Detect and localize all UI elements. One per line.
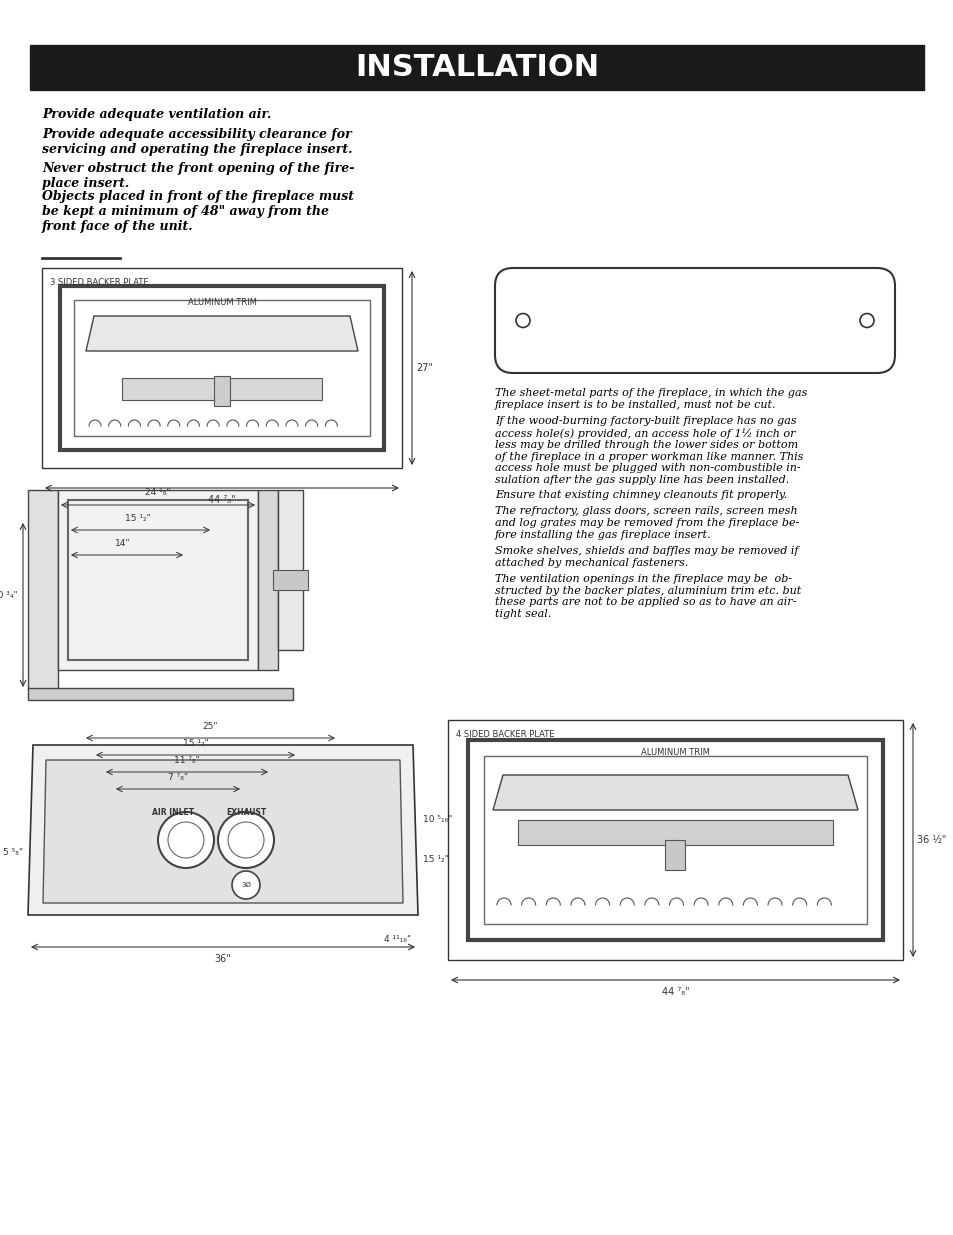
- Polygon shape: [493, 776, 857, 810]
- Text: 44 ⁷₈": 44 ⁷₈": [208, 495, 235, 505]
- Bar: [277, 490, 303, 650]
- Text: 25": 25": [203, 722, 218, 731]
- Text: ALUMINUM TRIM: ALUMINUM TRIM: [639, 748, 709, 757]
- Text: 36": 36": [214, 953, 232, 965]
- Bar: [28, 688, 293, 700]
- Text: Smoke shelves, shields and baffles may be removed if
attached by mechanical fast: Smoke shelves, shields and baffles may b…: [495, 546, 798, 568]
- Bar: [68, 500, 248, 659]
- Text: Objects placed in front of the fireplace must
be kept a minimum of 48" away from: Objects placed in front of the fireplace…: [42, 190, 354, 233]
- Polygon shape: [28, 745, 417, 915]
- Text: 10 ⁵₁₆": 10 ⁵₁₆": [422, 815, 452, 825]
- Bar: [664, 840, 684, 869]
- Text: EXHAUST: EXHAUST: [226, 808, 266, 818]
- Text: If the wood-burning factory-built fireplace has no gas
access hole(s) provided, : If the wood-burning factory-built firepl…: [495, 416, 802, 485]
- Bar: [28, 490, 58, 690]
- Bar: [468, 740, 882, 940]
- Bar: [517, 820, 832, 845]
- Circle shape: [158, 811, 213, 868]
- Bar: [42, 268, 401, 468]
- Text: 4 ¹¹₁₆": 4 ¹¹₁₆": [384, 935, 411, 944]
- Bar: [58, 490, 257, 671]
- Text: 3 SIDED BACKER PLATE: 3 SIDED BACKER PLATE: [50, 278, 149, 287]
- Text: 3Ø: 3Ø: [241, 882, 251, 888]
- Text: 14": 14": [115, 538, 131, 548]
- Text: 11 ⁷₈": 11 ⁷₈": [174, 756, 200, 764]
- Text: 5 ⁵₈": 5 ⁵₈": [3, 848, 23, 857]
- Text: The sheet-metal parts of the fireplace, in which the gas
fireplace insert is to : The sheet-metal parts of the fireplace, …: [495, 388, 806, 410]
- Bar: [257, 490, 277, 671]
- Bar: [122, 378, 322, 400]
- Polygon shape: [86, 316, 357, 351]
- Bar: [483, 756, 866, 924]
- Bar: [30, 44, 923, 90]
- Text: AIR INLET: AIR INLET: [152, 808, 193, 818]
- Bar: [60, 287, 384, 450]
- Text: INSTALLATION: INSTALLATION: [355, 53, 598, 82]
- Text: 44 ⁷₈": 44 ⁷₈": [661, 987, 689, 997]
- Circle shape: [218, 811, 274, 868]
- Text: 7 ⁷₈": 7 ⁷₈": [168, 773, 188, 782]
- Text: Provide adequate accessibility clearance for
servicing and operating the firepla: Provide adequate accessibility clearance…: [42, 128, 352, 156]
- Text: 15 ¹₂": 15 ¹₂": [422, 856, 448, 864]
- Circle shape: [232, 871, 260, 899]
- Text: 4 SIDED BACKER PLATE: 4 SIDED BACKER PLATE: [456, 730, 554, 739]
- Text: Ensure that existing chimney cleanouts fit properly.: Ensure that existing chimney cleanouts f…: [495, 490, 786, 500]
- Text: 24 ¹₈": 24 ¹₈": [145, 488, 171, 496]
- Text: 15 ¹₂": 15 ¹₂": [125, 514, 151, 522]
- Text: 20 ³₄": 20 ³₄": [0, 590, 18, 599]
- Text: 27": 27": [416, 363, 433, 373]
- Text: 36 ½": 36 ½": [916, 835, 945, 845]
- Bar: [273, 571, 308, 590]
- Text: 15 ¹₂": 15 ¹₂": [182, 739, 208, 748]
- Text: Provide adequate ventilation air.: Provide adequate ventilation air.: [42, 107, 271, 121]
- Text: ALUMINUM TRIM: ALUMINUM TRIM: [188, 298, 256, 308]
- Text: The ventilation openings in the fireplace may be  ob-
structed by the backer pla: The ventilation openings in the fireplac…: [495, 574, 801, 619]
- Text: The refractory, glass doors, screen rails, screen mesh
and log grates may be rem: The refractory, glass doors, screen rail…: [495, 506, 799, 540]
- Text: Never obstruct the front opening of the fire-
place insert.: Never obstruct the front opening of the …: [42, 162, 355, 190]
- Polygon shape: [43, 760, 402, 903]
- Bar: [213, 375, 230, 406]
- Bar: [448, 720, 902, 960]
- Bar: [74, 300, 370, 436]
